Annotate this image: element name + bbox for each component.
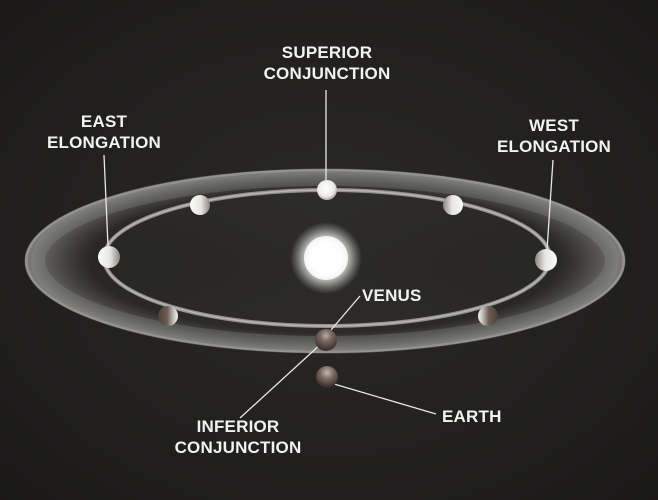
superior-label-line1: SUPERIOR [246,42,408,63]
inferior-conjunction-label: INFERIOR CONJUNCTION [160,416,316,458]
superior-conjunction-label: SUPERIOR CONJUNCTION [246,42,408,84]
venus-label-text: VENUS [362,285,422,306]
east-elongation-label: EAST ELONGATION [30,111,178,153]
superior-label-line2: CONJUNCTION [246,63,408,84]
venus-upper-left [190,195,210,215]
west-label-line1: WEST [480,115,628,136]
venus-label: VENUS [362,285,422,306]
venus-west-elongation [535,249,557,271]
venus-upper-right [443,195,463,215]
venus-lower-right [478,306,498,326]
inferior-label-line2: CONJUNCTION [160,437,316,458]
venus-superior-conjunction [317,180,337,200]
inferior-pointer-line [240,343,322,418]
venus-lower-left [158,306,178,326]
venus-east-elongation [98,246,120,268]
venus-inferior-conjunction [315,329,337,351]
east-label-line1: EAST [30,111,178,132]
earth-label-text: EARTH [442,406,502,427]
earth [316,366,338,388]
east-label-line2: ELONGATION [30,132,178,153]
sun-core [304,236,348,280]
west-label-line2: ELONGATION [480,136,628,157]
earth-pointer-line [334,384,436,414]
earth-label: EARTH [442,406,502,427]
west-elongation-label: WEST ELONGATION [480,115,628,157]
inferior-label-line1: INFERIOR [160,416,316,437]
